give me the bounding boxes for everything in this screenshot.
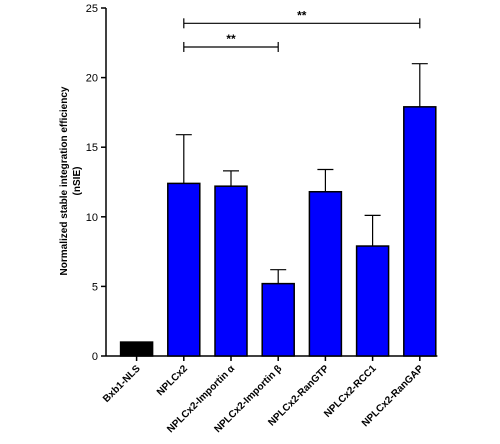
bar-4: [308, 190, 343, 357]
x-tick-label: Bxb1-NLS: [101, 363, 143, 405]
significance-annotations: ** **: [183, 8, 421, 52]
y-axis-label-line2: (nSIE): [72, 167, 83, 196]
significance-label: **: [297, 8, 307, 22]
bar-1: [167, 182, 201, 357]
x-tick-label: NPLCx2: [155, 363, 190, 398]
bar-0: [119, 341, 154, 357]
y-tick-label: 20: [86, 73, 98, 85]
y-tick-label: 25: [86, 3, 98, 15]
bar-5: [355, 245, 390, 357]
bars: [119, 63, 437, 357]
bar-6: [403, 106, 437, 357]
y-tick-label: 15: [86, 142, 98, 154]
y-axis-label-line1: Normalized stable integration efficiency: [59, 86, 70, 275]
y-tick-label: 10: [86, 212, 98, 224]
y-tick-label: 0: [92, 351, 98, 363]
y-axis-label: Normalized stable integration efficiency…: [59, 86, 83, 275]
y-tick-label: 5: [92, 281, 98, 293]
significance-label: **: [226, 32, 236, 46]
bar-3: [261, 282, 295, 357]
bar-2: [214, 185, 248, 357]
